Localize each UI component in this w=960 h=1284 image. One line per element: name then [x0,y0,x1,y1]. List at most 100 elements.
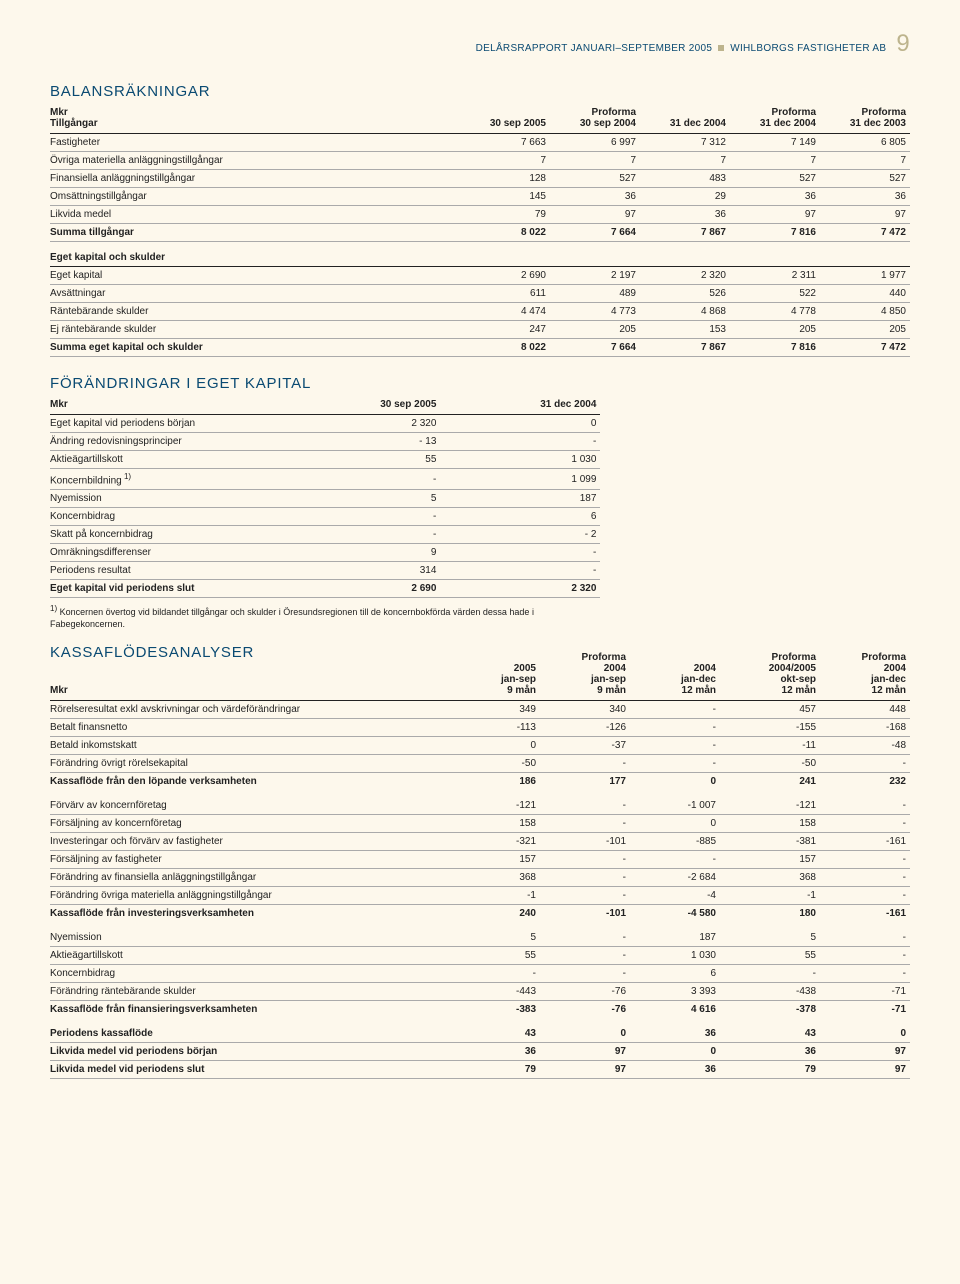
cell-value: 611 [460,285,550,303]
table-row: Räntebärande skulder4 4744 7734 8684 778… [50,303,910,321]
cell-value: 158 [720,814,820,832]
cell-value: -113 [450,718,540,736]
cell-value: -37 [540,736,630,754]
cell-value: - [540,850,630,868]
cell-value: -885 [630,832,720,850]
row-label: Summa eget kapital och skulder [50,339,460,357]
cell-value: 4 868 [640,303,730,321]
table-row: Nyemission5187 [50,490,600,508]
table-row: Summa eget kapital och skulder8 0227 664… [50,339,910,357]
row-label: Försäljning av koncernföretag [50,814,450,832]
table-row: Rörelseresultat exkl avskrivningar och v… [50,700,910,718]
cell-value: 522 [730,285,820,303]
cell-value: 7 664 [550,224,640,242]
cell-value: -443 [450,982,540,1000]
cell-value: - [820,946,910,964]
cell-value: -168 [820,718,910,736]
cell-value: -438 [720,982,820,1000]
row-label: Summa tillgångar [50,224,460,242]
cell-value: - [820,754,910,772]
row-label: Skatt på koncernbidrag [50,526,310,544]
row-label: Förändring övriga materiella anläggnings… [50,886,450,904]
cell-value: 55 [720,946,820,964]
cell-value: 7 472 [820,224,910,242]
table-row: Investeringar och förvärv av fastigheter… [50,832,910,850]
cell-value: -71 [820,1000,910,1025]
cell-value: 6 805 [820,134,910,152]
table-row: Aktieägartillskott551 030 [50,451,600,469]
cell-value: - [440,544,600,562]
balans-col-header: Proforma30 sep 2004 [550,104,640,134]
cell-value: 241 [720,772,820,797]
row-label: Övriga materiella anläggningstillgångar [50,152,460,170]
cell-value: -321 [450,832,540,850]
cell-value: 314 [310,562,440,580]
cell-value: 0 [630,814,720,832]
header-left: DELÅRSRAPPORT JANUARI–SEPTEMBER 2005 [476,43,713,54]
cell-value: - [310,508,440,526]
table-row: Eget kapital vid periodens slut2 6902 32… [50,580,600,598]
cell-value: 3 393 [630,982,720,1000]
cell-value: -383 [450,1000,540,1025]
cell-value: - [820,850,910,868]
cell-value: 527 [820,170,910,188]
table-row: Eget kapital2 6902 1972 3202 3111 977 [50,267,910,285]
cell-value: - 13 [310,433,440,451]
cell-value: 157 [720,850,820,868]
row-label: Förändring räntebärande skulder [50,982,450,1000]
row-label: Nyemission [50,929,450,947]
page-header: DELÅRSRAPPORT JANUARI–SEPTEMBER 2005 WIH… [50,30,910,58]
table-row: Ej räntebärande skulder247205153205205 [50,321,910,339]
row-label: Likvida medel vid periodens början [50,1042,450,1060]
table-row: Kassaflöde från finansieringsverksamhete… [50,1000,910,1025]
table-row: Betald inkomstskatt0-37--11-48 [50,736,910,754]
cell-value: 97 [540,1042,630,1060]
row-label: Koncernbildning 1) [50,469,310,490]
cell-value: -378 [720,1000,820,1025]
cell-value: 55 [450,946,540,964]
cell-value: 5 [310,490,440,508]
cell-value: - [540,946,630,964]
cell-value: 7 [730,152,820,170]
cell-value: 0 [540,1025,630,1043]
cell-value: 79 [450,1060,540,1078]
row-label: Försäljning av fastigheter [50,850,450,868]
cell-value: - [630,850,720,868]
row-label: Eget kapital vid periodens slut [50,580,310,598]
cell-value: 97 [820,1060,910,1078]
cell-value: 2 320 [640,267,730,285]
row-label: Periodens kassaflöde [50,1025,450,1043]
balans-col-header: Proforma31 dec 2004 [730,104,820,134]
row-label: Eget kapital [50,267,460,285]
cell-value: 7 312 [640,134,730,152]
cell-value: 2 320 [310,415,440,433]
cell-value: 153 [640,321,730,339]
cell-value: - [820,797,910,815]
cell-value: 1 977 [820,267,910,285]
cell-value: 7 867 [640,224,730,242]
kassa-col-header: 2005jan-sep9 mån [450,641,540,701]
table-row: Likvida medel vid periodens slut79973679… [50,1060,910,1078]
cell-value: - [820,929,910,947]
cell-value: 97 [540,1060,630,1078]
cell-value: 145 [460,188,550,206]
kassa-table: KASSAFLÖDESANALYSERMkr2005jan-sep9 månPr… [50,641,910,1079]
cell-value: 7 472 [820,339,910,357]
cell-value: -101 [540,832,630,850]
row-label: Fastigheter [50,134,460,152]
row-label: Ändring redovisningsprinciper [50,433,310,451]
table-row: Periodens resultat314- [50,562,600,580]
cell-value: -48 [820,736,910,754]
cell-value: -1 [450,886,540,904]
cell-value: 7 [460,152,550,170]
cell-value: 7 149 [730,134,820,152]
row-label: Likvida medel [50,206,460,224]
kassa-col-header: 2004jan-dec12 mån [630,641,720,701]
table-row: Förändring räntebärande skulder-443-763 … [50,982,910,1000]
cell-value: 128 [460,170,550,188]
cell-value: -101 [540,904,630,929]
row-label: Koncernbidrag [50,508,310,526]
cell-value: - 2 [440,526,600,544]
cell-value: 180 [720,904,820,929]
kassa-col-header: Proforma2004/2005okt-sep12 mån [720,641,820,701]
